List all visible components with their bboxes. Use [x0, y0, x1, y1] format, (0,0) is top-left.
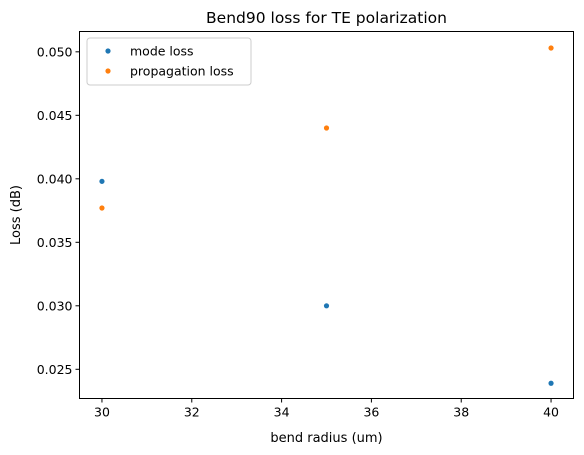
data-point-series-1 [548, 45, 554, 51]
x-tick-label: 32 [184, 405, 200, 420]
x-axis-label: bend radius (um) [270, 431, 382, 446]
data-point-series-0 [548, 380, 554, 386]
legend-marker-series-0 [105, 48, 111, 54]
y-tick-label: 0.025 [37, 362, 73, 377]
legend-marker-series-1 [105, 68, 111, 74]
x-axis-ticks: 30 32 34 36 38 40 [94, 398, 559, 420]
y-tick-label: 0.045 [37, 108, 73, 123]
plot-frame [79, 31, 574, 399]
legend-label: mode loss [130, 44, 194, 59]
legend-label: propagation loss [130, 64, 234, 79]
legend: mode loss propagation loss [86, 37, 252, 86]
y-tick-label: 0.050 [37, 44, 73, 59]
data-point-series-1 [323, 125, 330, 131]
data-point-series-1 [99, 205, 105, 211]
chart-title: Bend90 loss for TE polarization [206, 9, 447, 27]
y-tick-label: 0.030 [37, 298, 73, 313]
y-axis-label: Loss (dB) [9, 185, 24, 245]
legend-frame [86, 37, 252, 86]
y-tick-label: 0.040 [37, 171, 73, 186]
data-point-series-0 [99, 178, 105, 184]
y-axis-ticks: 0.025 0.030 0.035 0.040 0.045 0.050 [37, 44, 80, 377]
x-tick-label: 30 [94, 405, 110, 420]
data-point-series-0 [323, 303, 330, 309]
x-tick-label: 34 [274, 405, 290, 420]
x-tick-label: 36 [363, 405, 379, 420]
x-tick-label: 40 [543, 405, 559, 420]
x-tick-label: 38 [453, 405, 469, 420]
data-points [99, 45, 554, 386]
y-tick-label: 0.035 [37, 235, 73, 250]
